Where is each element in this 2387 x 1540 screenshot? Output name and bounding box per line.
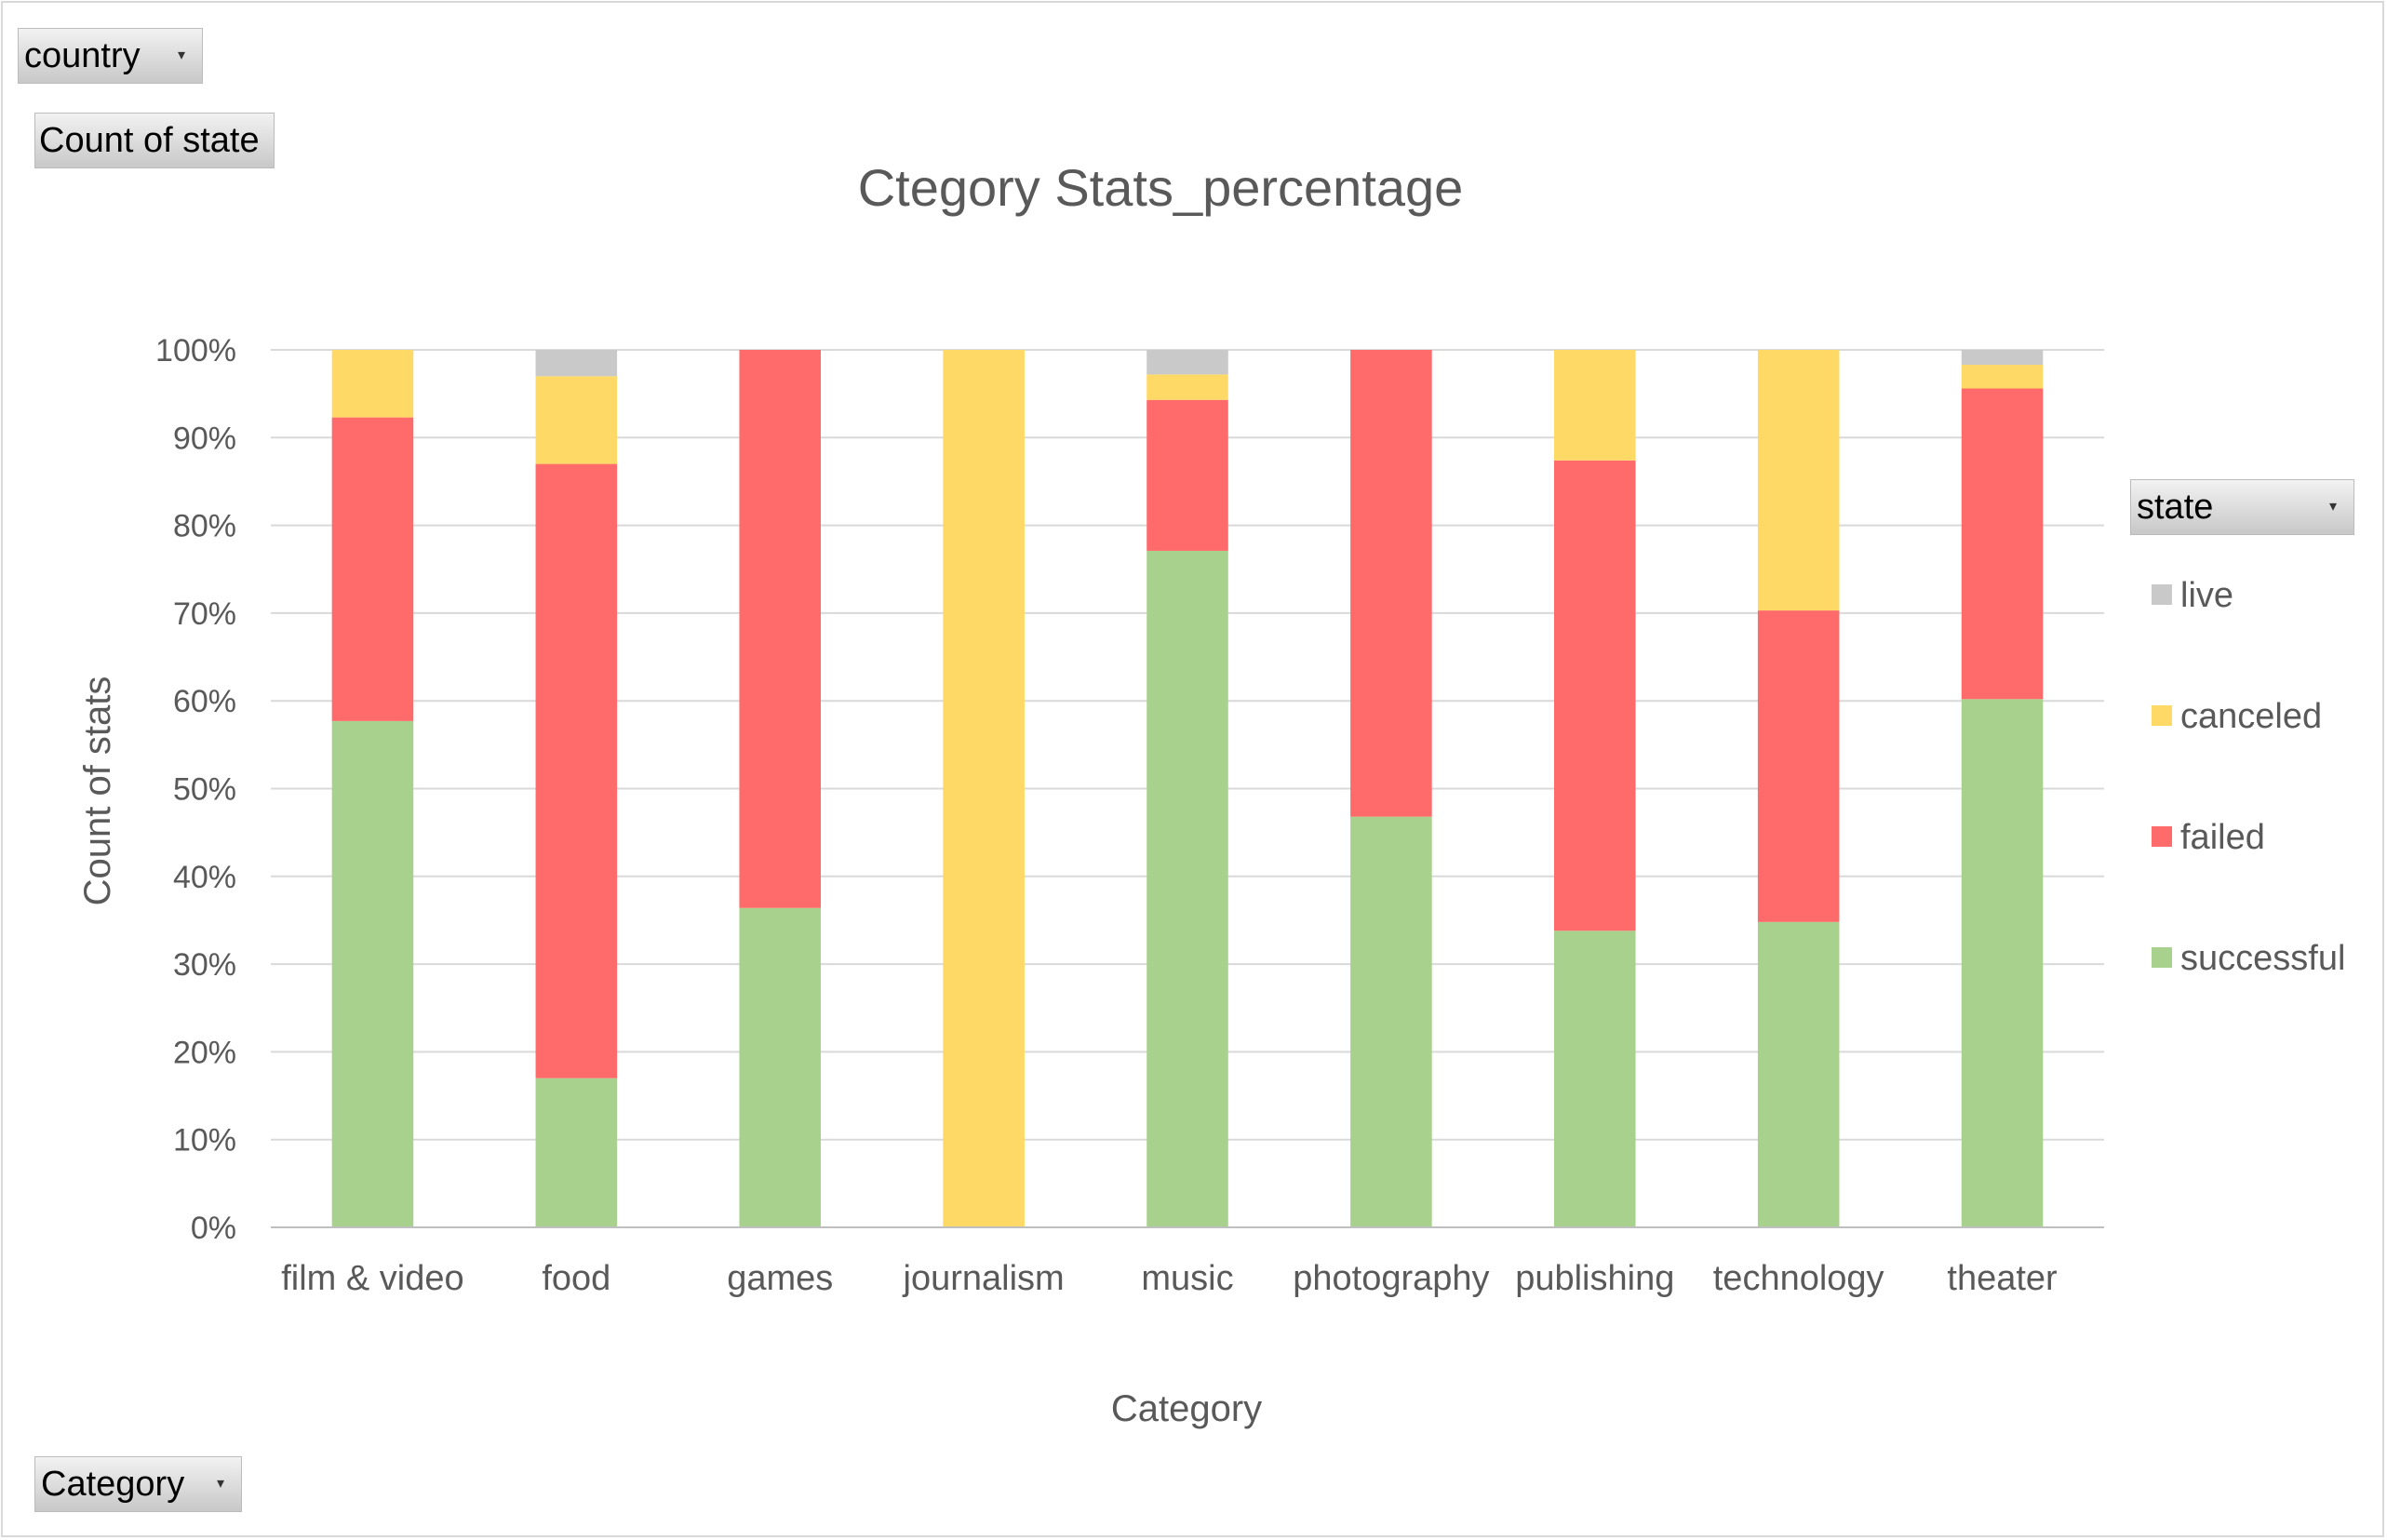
x-tick-label: games (727, 1259, 833, 1298)
bar-segment-failed (331, 417, 414, 721)
y-tick-label: 0% (191, 1211, 236, 1246)
y-tick-label: 10% (173, 1123, 236, 1158)
x-tick-label: technology (1713, 1259, 1884, 1298)
count-of-state-button[interactable]: Count of state (34, 113, 275, 168)
legend-swatch-canceled (2152, 705, 2172, 726)
bar-segment-canceled (331, 350, 414, 418)
country-filter-button[interactable]: country ▾ (18, 28, 203, 84)
x-tick-label: photography (1293, 1259, 1489, 1298)
x-tick-label: music (1141, 1259, 1233, 1298)
y-axis-ticks: 0% 10% 20% 30% 40% 50% 60% 70% 80% 90% 100% (155, 333, 236, 1246)
x-tick-label: theater (1947, 1259, 2058, 1298)
y-tick-label: 100% (155, 333, 236, 368)
country-filter-label: country (24, 36, 141, 75)
state-filter-label: state (2137, 488, 2214, 527)
bar-segment-failed (535, 463, 618, 1078)
bar-segment-failed (1147, 399, 1228, 551)
x-tick-label: film & video (281, 1259, 463, 1298)
bar-segment-successful (1554, 931, 1636, 1227)
dropdown-arrow-icon: ▾ (216, 1476, 224, 1492)
bar-segment-failed (1757, 610, 1840, 922)
y-tick-label: 20% (173, 1035, 236, 1070)
category-axis-filter-button[interactable]: Category ▾ (34, 1456, 242, 1512)
bar-segment-failed (1961, 388, 2044, 700)
bar-segment-successful (1961, 699, 2044, 1227)
dropdown-arrow-icon: ▾ (2328, 499, 2337, 515)
bar-segment-canceled (1147, 374, 1228, 400)
legend-swatch-failed (2152, 826, 2172, 847)
bar-segment-successful (1757, 921, 1840, 1227)
x-tick-label: publishing (1515, 1259, 1674, 1298)
legend-label-successful: successful (2180, 939, 2345, 978)
bar-segment-successful (1350, 816, 1432, 1227)
y-tick-label: 90% (173, 421, 236, 456)
legend: live canceled failed successful (2152, 576, 2345, 978)
category-filter-label: Category (41, 1465, 185, 1504)
bar-segment-canceled (943, 350, 1025, 1227)
dropdown-arrow-icon: ▾ (177, 47, 185, 63)
x-tick-label: food (542, 1259, 610, 1298)
state-legend-filter-button[interactable]: state ▾ (2130, 479, 2354, 535)
bar-segment-canceled (535, 376, 618, 464)
bar-segment-successful (739, 907, 821, 1227)
bar-segment-failed (1350, 350, 1432, 817)
bar-segment-canceled (1554, 350, 1636, 461)
legend-swatch-successful (2152, 947, 2172, 968)
bar-segment-failed (739, 350, 821, 908)
bar-segment-successful (1147, 550, 1228, 1227)
chart-title: Ctegory Stats_percentage (858, 158, 1464, 217)
y-tick-label: 50% (173, 772, 236, 808)
bar-segment-live (535, 350, 618, 377)
bar-segment-successful (535, 1078, 618, 1227)
y-axis-title: Count of stats (77, 676, 118, 906)
values-field-label: Count of state (39, 121, 260, 160)
bar-segment-live (1147, 350, 1228, 375)
legend-label-canceled: canceled (2180, 697, 2322, 736)
y-tick-label: 60% (173, 684, 236, 719)
y-tick-label: 70% (173, 596, 236, 632)
y-tick-label: 40% (173, 860, 236, 895)
x-tick-label: journalism (903, 1259, 1065, 1298)
bar-segment-canceled (1961, 365, 2044, 389)
legend-swatch-live (2152, 584, 2172, 605)
y-tick-label: 30% (173, 947, 236, 983)
bar-segment-canceled (1757, 350, 1840, 611)
bars (331, 350, 2044, 1227)
x-axis-ticks: film & video food games journalism music phot… (271, 1226, 2104, 1298)
y-tick-label: 80% (173, 509, 236, 544)
legend-label-failed: failed (2180, 818, 2265, 857)
legend-label-live: live (2180, 576, 2233, 615)
x-axis-title: Category (1111, 1388, 1262, 1429)
bar-segment-live (1961, 350, 2044, 366)
bar-segment-successful (331, 720, 414, 1227)
bar-segment-failed (1554, 460, 1636, 931)
